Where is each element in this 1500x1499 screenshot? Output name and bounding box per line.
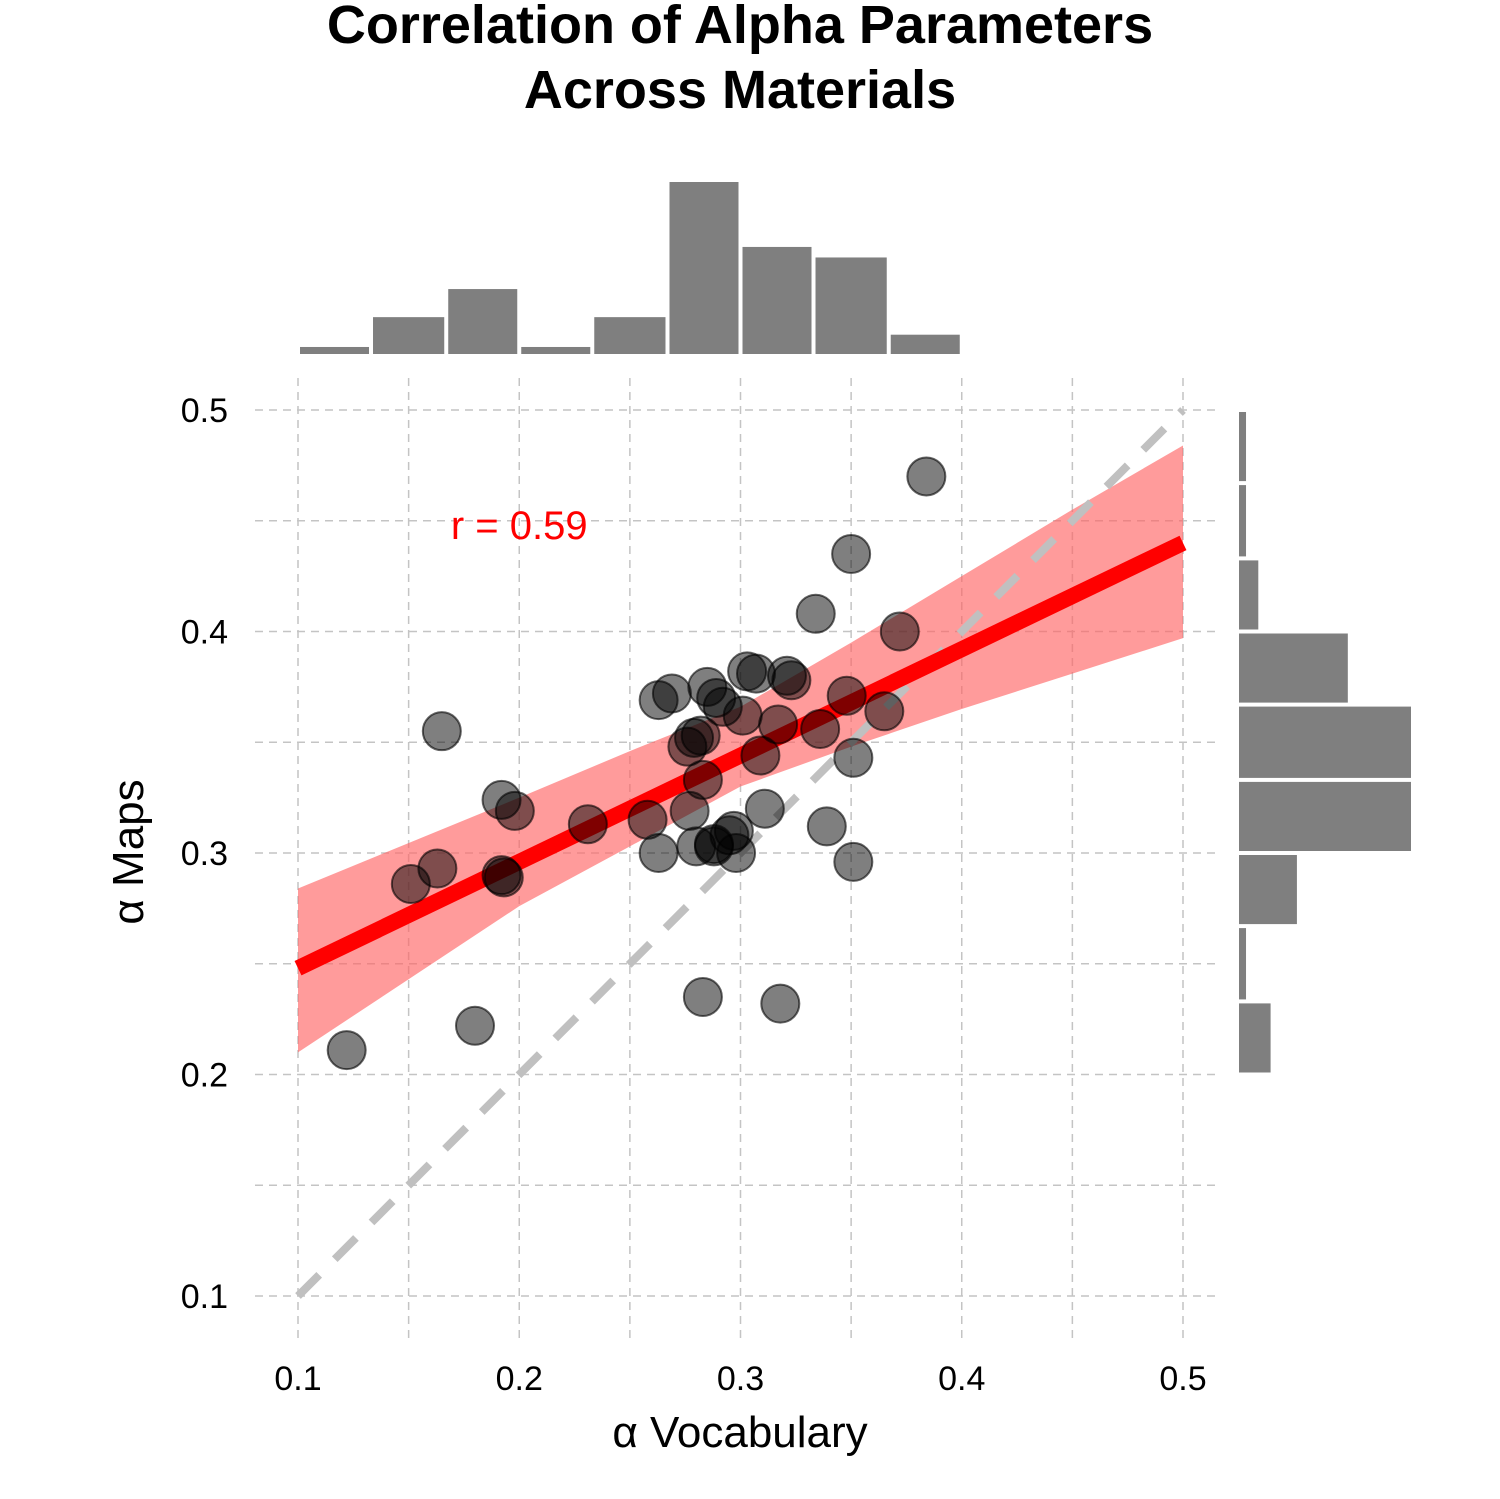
data-point: [651, 673, 692, 714]
x-axis-label: α Vocabulary: [612, 1408, 867, 1457]
y-histogram-bar: [1239, 1003, 1271, 1073]
chart-title-line-1: Correlation of Alpha Parameters: [327, 0, 1153, 55]
data-point: [567, 804, 608, 845]
data-point: [906, 456, 947, 497]
y-tick-label: 0.3: [181, 835, 228, 873]
chart-title-line-2: Across Materials: [524, 60, 956, 120]
y-histogram-bar: [1239, 928, 1247, 1000]
data-point: [682, 976, 723, 1017]
x-tick-label: 0.1: [274, 1360, 321, 1398]
y-tick-label: 0.1: [181, 1278, 228, 1316]
data-point: [680, 715, 721, 756]
data-point: [831, 533, 872, 574]
y-axis-label: α Maps: [104, 779, 153, 924]
data-point: [638, 833, 679, 873]
data-point: [455, 1005, 495, 1046]
data-point: [771, 660, 812, 701]
data-point: [806, 806, 847, 847]
x-histogram-bar: [448, 289, 518, 354]
data-point: [800, 708, 841, 749]
x-histogram-bar: [373, 317, 445, 354]
data-point: [744, 788, 785, 829]
data-point: [795, 593, 836, 634]
data-point: [326, 1030, 367, 1071]
x-histogram-bar: [594, 317, 666, 354]
data-point: [760, 983, 801, 1024]
data-point: [864, 691, 905, 732]
y-histogram-bar: [1239, 706, 1411, 778]
data-point: [740, 735, 781, 776]
data-point: [693, 826, 734, 867]
data-point: [833, 737, 874, 778]
data-point: [758, 704, 799, 745]
data-point: [682, 759, 723, 800]
x-tick-label: 0.4: [938, 1360, 985, 1398]
x-tick-label: 0.3: [717, 1360, 764, 1398]
data-point: [494, 790, 535, 831]
y-histogram-bar: [1239, 781, 1411, 851]
data-point: [826, 675, 867, 716]
data-point: [879, 611, 920, 652]
data-point: [833, 841, 874, 882]
x-marginal-histogram: [300, 182, 960, 354]
y-tick-labels: 0.1 0.2 0.3 0.4 0.5: [181, 392, 228, 1316]
x-tick-labels: 0.1 0.2 0.3 0.4 0.5: [274, 1360, 1206, 1398]
data-point: [722, 695, 763, 736]
y-histogram-bar: [1239, 560, 1259, 630]
x-histogram-bar: [890, 334, 960, 354]
x-histogram-bar: [815, 257, 887, 354]
y-histogram-bar: [1239, 633, 1348, 703]
data-point: [483, 857, 524, 898]
data-point: [421, 711, 462, 752]
x-histogram-bar: [669, 182, 739, 354]
y-tick-label: 0.2: [181, 1057, 228, 1095]
x-tick-label: 0.5: [1159, 1360, 1206, 1398]
y-marginal-histogram: [1239, 412, 1411, 1073]
data-point: [627, 799, 668, 840]
x-histogram-bar: [300, 346, 370, 354]
x-histogram-bar: [521, 346, 591, 354]
y-histogram-bar: [1239, 855, 1297, 925]
data-points: [326, 456, 947, 1071]
x-tick-label: 0.2: [496, 1360, 543, 1398]
data-point: [417, 848, 458, 889]
correlation-annotation: r = 0.59: [451, 504, 588, 548]
y-histogram-bar: [1239, 412, 1247, 482]
y-tick-label: 0.4: [181, 614, 228, 652]
y-histogram-bar: [1239, 485, 1247, 557]
x-histogram-bar: [742, 246, 812, 354]
y-tick-label: 0.5: [181, 392, 228, 430]
